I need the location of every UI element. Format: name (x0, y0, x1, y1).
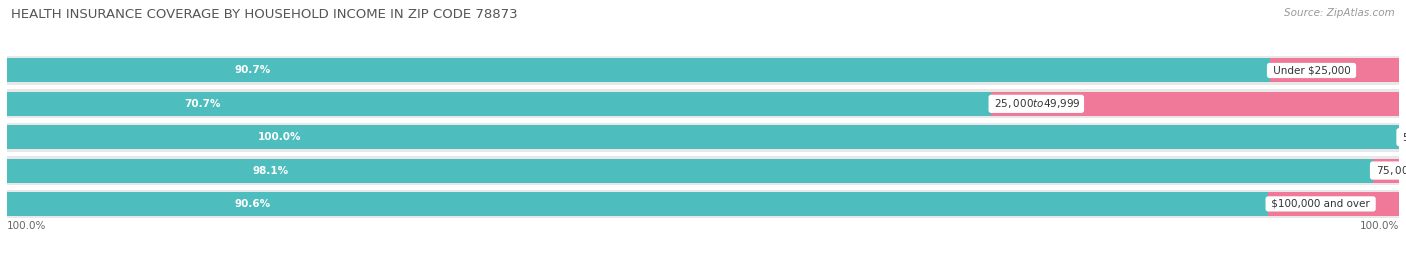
Bar (1372, 158, 1399, 183)
Bar (7, 56, 1399, 85)
Text: $100,000 and over: $100,000 and over (1268, 199, 1374, 209)
Bar (1268, 192, 1400, 216)
Bar (7, 92, 991, 116)
Text: 100.0%: 100.0% (1360, 221, 1399, 231)
Bar (7, 192, 1268, 216)
Text: 100.0%: 100.0% (7, 221, 46, 231)
Bar (7, 90, 1399, 118)
Text: $75,000 to $99,999: $75,000 to $99,999 (1372, 164, 1406, 177)
Bar (7, 58, 1270, 83)
Text: 90.6%: 90.6% (233, 199, 270, 209)
Text: HEALTH INSURANCE COVERAGE BY HOUSEHOLD INCOME IN ZIP CODE 78873: HEALTH INSURANCE COVERAGE BY HOUSEHOLD I… (11, 8, 517, 21)
Bar (7, 125, 1399, 149)
Bar (7, 123, 1399, 151)
Bar (7, 156, 1399, 185)
Bar (7, 158, 1372, 183)
Bar (1270, 58, 1399, 83)
Text: 70.7%: 70.7% (184, 99, 221, 109)
Text: Source: ZipAtlas.com: Source: ZipAtlas.com (1284, 8, 1395, 18)
Bar (7, 190, 1399, 218)
Text: $50,000 to $74,999: $50,000 to $74,999 (1399, 131, 1406, 144)
Text: Under $25,000: Under $25,000 (1270, 65, 1354, 76)
Bar (991, 92, 1399, 116)
Text: 90.7%: 90.7% (235, 65, 270, 76)
Text: 98.1%: 98.1% (253, 165, 290, 176)
Text: $25,000 to $49,999: $25,000 to $49,999 (991, 97, 1081, 110)
Text: 100.0%: 100.0% (257, 132, 301, 142)
